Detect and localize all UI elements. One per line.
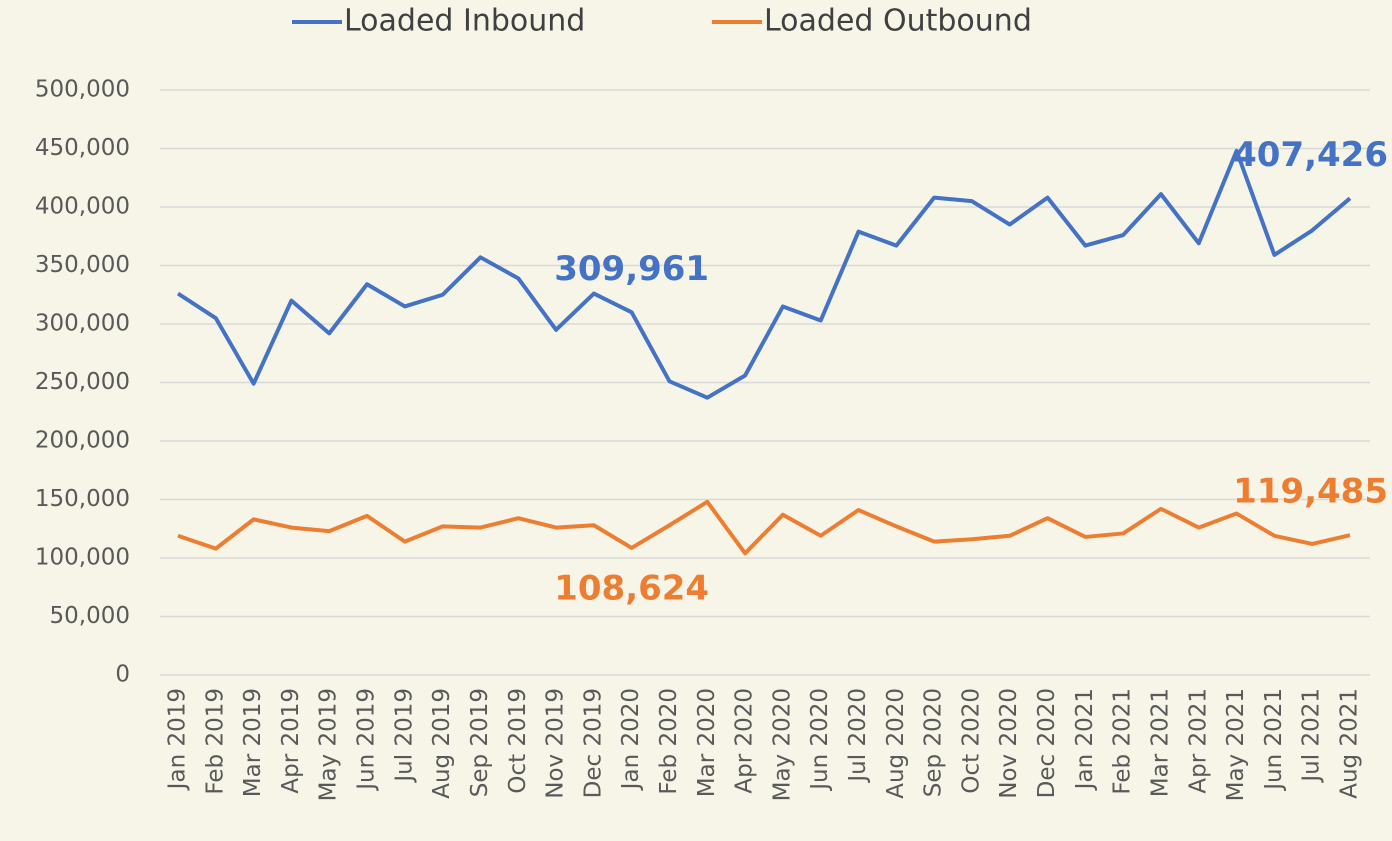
series-line	[176, 148, 1352, 400]
x-tick-label: Jun 2020	[807, 688, 833, 792]
data-label: 407,426	[1233, 135, 1388, 175]
y-tick-label: 500,000	[35, 77, 130, 103]
x-tick-label: Jun 2019	[354, 688, 380, 792]
data-label: 309,961	[554, 249, 709, 289]
x-tick-label: Dec 2020	[1034, 688, 1060, 798]
y-tick-label: 250,000	[35, 369, 130, 395]
x-tick-label: Nov 2019	[543, 688, 569, 799]
x-tick-label: May 2020	[769, 688, 795, 801]
x-tick-label: Mar 2021	[1147, 688, 1173, 797]
legend-label: Loaded Outbound	[764, 4, 1032, 39]
x-tick-label: Sep 2019	[467, 688, 493, 797]
series-line	[177, 499, 1351, 556]
x-tick-label: Aug 2021	[1337, 688, 1363, 799]
x-tick-label: Jan 2020	[618, 688, 644, 791]
x-tick-label: Apr 2020	[732, 688, 758, 794]
y-tick-label: 50,000	[50, 603, 130, 629]
x-tick-label: Sep 2020	[921, 688, 947, 797]
y-tick-label: 300,000	[35, 311, 130, 337]
x-tick-label: Feb 2021	[1110, 688, 1136, 795]
x-tick-label: Mar 2020	[694, 688, 720, 797]
x-tick-label: Nov 2020	[996, 688, 1022, 799]
y-tick-label: 400,000	[35, 194, 130, 220]
x-tick-label: Apr 2019	[278, 688, 304, 794]
y-tick-label: 450,000	[35, 135, 130, 161]
y-tick-label: 0	[115, 662, 130, 688]
data-label: 119,485	[1233, 472, 1388, 512]
x-tick-label: Dec 2019	[580, 688, 606, 798]
x-tick-label: Oct 2019	[505, 688, 531, 794]
y-tick-label: 200,000	[35, 428, 130, 454]
x-tick-label: Feb 2020	[656, 688, 682, 795]
x-tick-label: May 2021	[1223, 688, 1249, 801]
legend-label: Loaded Inbound	[344, 4, 585, 39]
x-tick-label: May 2019	[316, 688, 342, 801]
y-tick-label: 150,000	[35, 486, 130, 512]
y-tick-label: 350,000	[35, 252, 130, 278]
x-tick-label: Jan 2021	[1072, 688, 1098, 791]
x-tick-label: Jun 2021	[1261, 688, 1287, 792]
x-tick-label: Jul 2020	[845, 688, 871, 784]
data-label: 108,624	[554, 568, 709, 608]
x-tick-label: Aug 2020	[883, 688, 909, 799]
x-tick-label: Aug 2019	[429, 688, 455, 799]
x-tick-label: Feb 2019	[202, 688, 228, 795]
x-tick-label: Jan 2019	[165, 688, 191, 791]
y-tick-label: 100,000	[35, 545, 130, 571]
x-tick-label: Apr 2021	[1185, 688, 1211, 794]
x-tick-label: Oct 2020	[958, 688, 984, 794]
x-tick-label: Jul 2019	[391, 688, 417, 784]
x-tick-label: Jul 2021	[1299, 688, 1325, 784]
x-tick-label: Mar 2019	[240, 688, 266, 797]
